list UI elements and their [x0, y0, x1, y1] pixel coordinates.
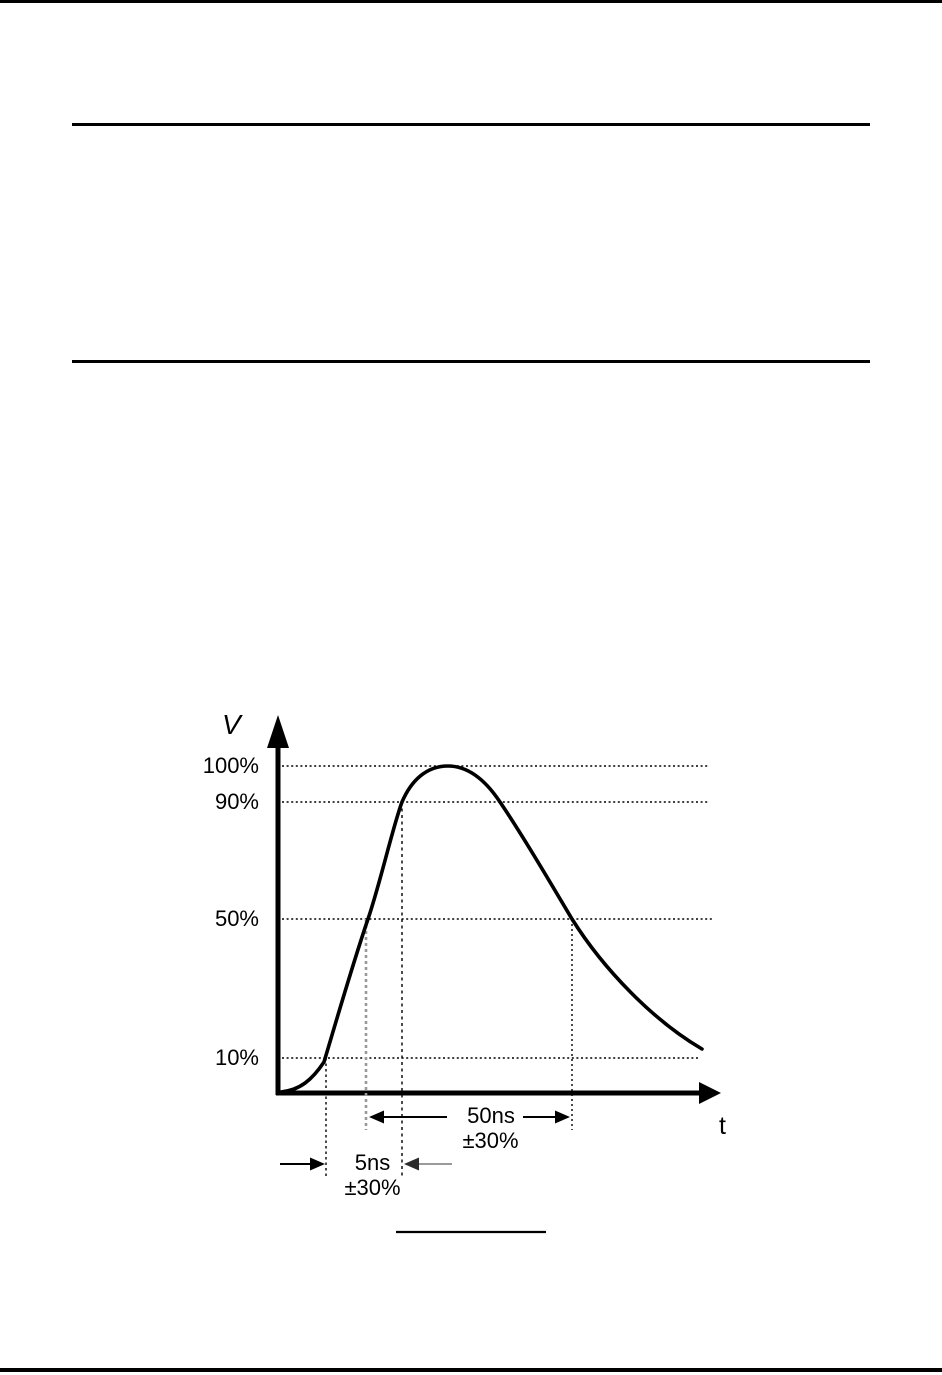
page-bottom-rule — [0, 1368, 942, 1372]
x-axis-arrowhead — [699, 1082, 721, 1104]
arrow-rise-left-head — [404, 1157, 419, 1171]
arrow-duration-left-head — [369, 1110, 384, 1124]
section-rule — [72, 360, 870, 363]
x-axis-label: t — [719, 1112, 726, 1140]
waveform-curve — [279, 764, 704, 1094]
y-axis-arrowhead — [267, 715, 289, 748]
rise-annotation-value: 5ns — [354, 1150, 391, 1175]
y-tick-90: 90% — [214, 789, 259, 814]
y-axis-label: V — [222, 709, 241, 740]
duration-annotation-value: 50ns — [467, 1103, 515, 1128]
arrow-duration-right-head — [555, 1110, 570, 1124]
header-rule — [72, 123, 870, 126]
rise-annotation-tolerance: ±30% — [344, 1175, 401, 1200]
y-tick-50: 50% — [214, 906, 259, 931]
page-top-rule — [0, 0, 942, 3]
arrow-rise-right-head — [310, 1157, 325, 1171]
y-tick-100: 100% — [202, 753, 259, 778]
y-tick-10: 10% — [214, 1045, 259, 1070]
duration-annotation-tolerance: ±30% — [462, 1128, 519, 1153]
